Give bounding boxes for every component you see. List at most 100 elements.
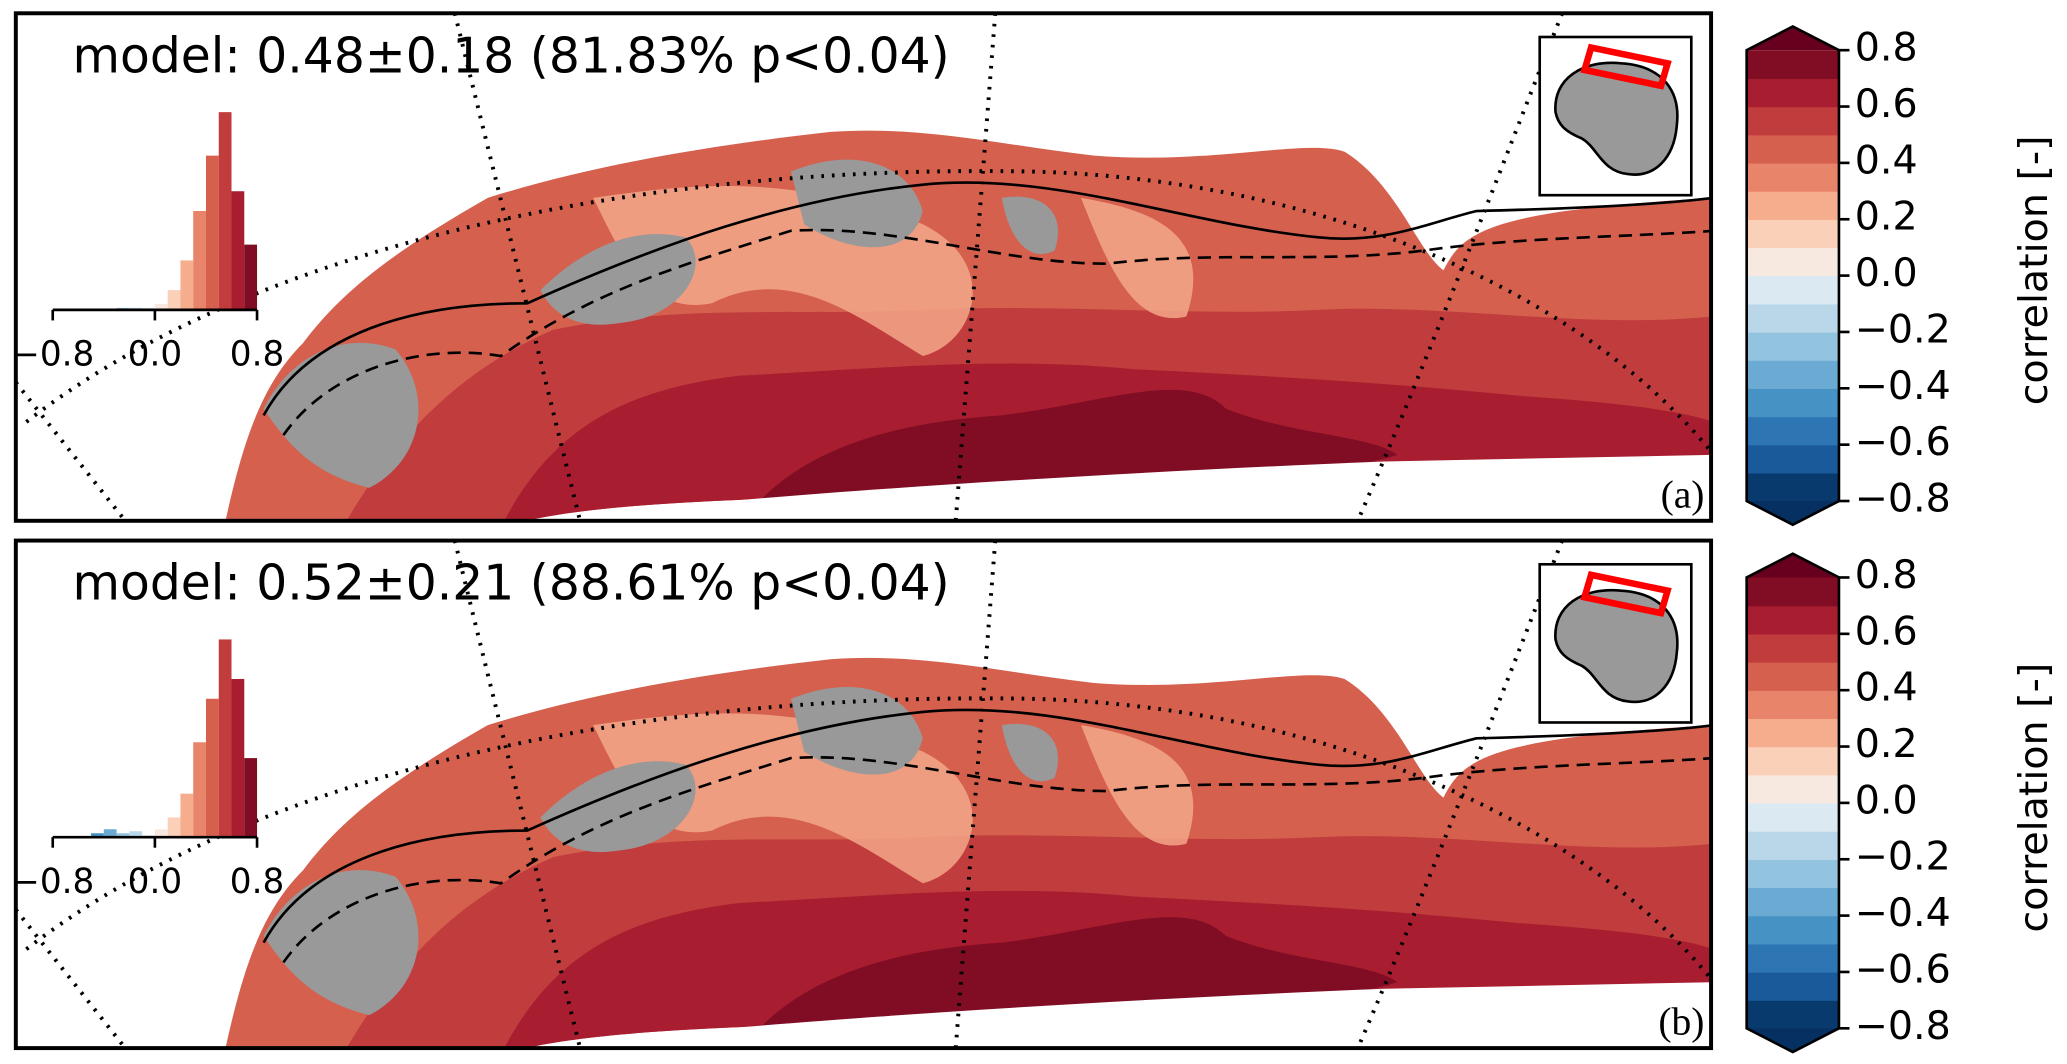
colorbar-level (1746, 577, 1839, 607)
histogram-bar (205, 155, 219, 310)
colorbar-tick-label: 0.8 (1855, 552, 1918, 598)
colorbar-level (1746, 303, 1839, 333)
colorbar-label: correlation [-] (2011, 135, 2057, 405)
colorbar-level (1746, 416, 1839, 446)
colorbar-over (1746, 553, 1839, 578)
histogram-tick-label: −0.8 (11, 335, 94, 375)
histogram-bar (205, 698, 219, 838)
map-mask (535, 982, 1712, 1049)
colorbar-level (1746, 331, 1839, 361)
histogram-bar (116, 833, 130, 838)
map-field (593, 713, 1194, 884)
colorbar-level (1746, 472, 1839, 502)
histogram-bar (154, 303, 168, 310)
colorbar-level (1746, 831, 1839, 860)
colorbar-tick-label: −0.4 (1855, 890, 1951, 936)
colorbar-tick-label: −0.2 (1855, 306, 1951, 352)
colorbar-tick-label: −0.8 (1855, 476, 1951, 522)
colorbar-level (1746, 1000, 1839, 1029)
map-frame (13, 538, 1714, 1051)
colorbar-level (1746, 191, 1839, 220)
panel: model: 0.48±0.18 (81.83% p<0.04) (a) −0.8 0… (11, 11, 2057, 527)
histogram-bar (129, 831, 143, 838)
colorbar-level (1746, 106, 1839, 136)
colorbar-level (1746, 943, 1839, 973)
histogram-bar (231, 191, 245, 310)
map (15, 540, 1712, 1049)
map-field (593, 186, 1194, 357)
colorbar-level (1746, 388, 1839, 418)
colorbar-label: correlation [-] (2011, 663, 2057, 933)
colorbar-level (1746, 162, 1839, 192)
histogram-bar (180, 793, 194, 838)
panel-title: model: 0.48±0.18 (81.83% p<0.04) (73, 27, 950, 84)
colorbar-level (1746, 859, 1839, 889)
colorbar-level (1746, 134, 1839, 164)
colorbar-level (1746, 275, 1839, 305)
histogram-bar (167, 817, 181, 838)
colorbar-tick-label: 0.8 (1855, 25, 1918, 71)
colorbar-level (1746, 718, 1839, 748)
colorbar-level (1746, 915, 1839, 945)
colorbar-level (1746, 774, 1839, 804)
colorbar-level (1746, 633, 1839, 663)
colorbar-tick-label: 0.4 (1855, 665, 1918, 711)
colorbar-level (1746, 802, 1839, 832)
histogram-bar (218, 112, 232, 310)
panel: model: 0.52±0.21 (88.61% p<0.04) (b) −0.8 0… (11, 538, 2057, 1054)
colorbar-over (1746, 26, 1839, 51)
panel-label: (b) (1658, 1000, 1704, 1044)
colorbar-level (1746, 444, 1839, 474)
colorbar-level (1746, 247, 1839, 277)
histogram-bar (231, 678, 245, 838)
histogram-tick-label: 0.0 (128, 335, 182, 375)
colorbar-level (1746, 662, 1839, 691)
colorbar-level (1746, 690, 1839, 720)
colorbar-under (1746, 501, 1839, 525)
inset-continent (1554, 61, 1679, 176)
colorbar-tick-label: −0.6 (1855, 946, 1951, 992)
histogram-bar (244, 758, 258, 838)
colorbar-tick-label: 0.6 (1855, 608, 1918, 654)
histogram-bar (193, 742, 206, 838)
colorbar-level (1746, 360, 1839, 389)
colorbar-level (1746, 971, 1839, 1001)
histogram-bar (103, 829, 117, 838)
colorbar-level (1746, 887, 1839, 917)
panel-title: model: 0.52±0.21 (88.61% p<0.04) (73, 555, 950, 612)
inset-continent (1554, 588, 1679, 704)
colorbar-tick-label: 0.6 (1855, 81, 1918, 127)
histogram-tick-label: 0.0 (128, 862, 182, 902)
histogram-bar (91, 833, 104, 838)
colorbar-level (1746, 78, 1839, 108)
colorbar-tick-label: −0.2 (1855, 834, 1951, 880)
histogram-tick-label: 0.8 (230, 862, 284, 902)
histogram-bar (167, 290, 181, 310)
colorbar-tick-label: −0.4 (1855, 363, 1951, 409)
histogram-tick-label: 0.8 (230, 335, 284, 375)
colorbar-tick-label: −0.6 (1855, 419, 1951, 465)
map-gray (263, 686, 1059, 1016)
ice-edge (282, 756, 1712, 964)
histogram-tick-label: −0.8 (11, 862, 94, 902)
map (15, 13, 1712, 521)
map-gray (263, 159, 1059, 488)
inset-region (1580, 571, 1672, 617)
graticule (15, 540, 1712, 1049)
colorbar-level (1746, 746, 1839, 776)
colorbar-tick-label: 0.0 (1855, 777, 1918, 823)
colorbar-tick-label: 0.0 (1855, 250, 1918, 296)
histogram-bar (180, 260, 194, 310)
inset-region (1580, 43, 1672, 90)
panel-label: (a) (1661, 472, 1705, 516)
colorbar-level (1746, 50, 1839, 80)
colorbar-tick-label: −0.8 (1855, 1003, 1951, 1049)
colorbar-tick-label: 0.2 (1855, 721, 1918, 767)
histogram-bar (218, 639, 232, 838)
colorbar-tick-label: 0.2 (1855, 194, 1918, 240)
ice-edge (282, 228, 1712, 436)
colorbar-level (1746, 605, 1839, 635)
colorbar-under (1746, 1028, 1839, 1053)
